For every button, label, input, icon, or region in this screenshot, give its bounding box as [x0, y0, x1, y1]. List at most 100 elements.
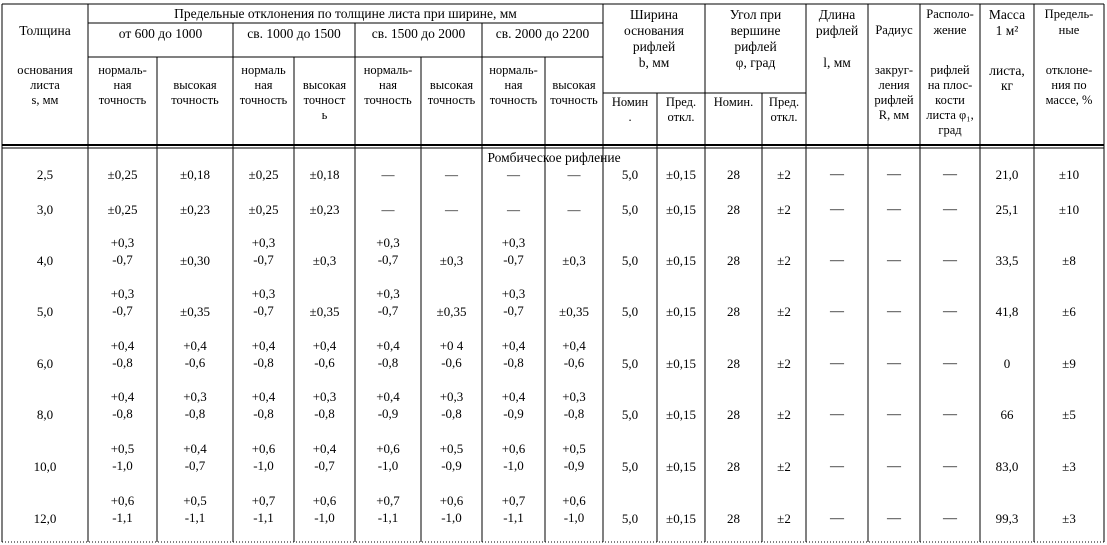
position-value: — — [943, 304, 957, 319]
tolerance-upper: +0,4 — [110, 338, 135, 353]
limit-header: ния по — [1051, 78, 1087, 92]
tolerance-value: ±0,25 — [107, 202, 138, 217]
tolerance-lower: -0,8 — [503, 355, 524, 370]
width-deviation: ±0,15 — [666, 459, 696, 474]
width-nominal: 5,0 — [621, 407, 639, 422]
width-deviation-header: Пред. — [665, 95, 697, 109]
high-accuracy-label: точность — [171, 93, 219, 107]
tolerance-lower: -0,8 — [377, 355, 399, 370]
angle-nominal: 28 — [727, 511, 740, 526]
tolerance-upper: +0,3 — [501, 235, 526, 250]
mass-value: 41,8 — [995, 304, 1019, 319]
normal-accuracy-label: точность — [239, 93, 288, 107]
tolerance-lower: -0,8 — [253, 355, 274, 370]
angle-deviation: ±2 — [777, 167, 791, 182]
mass-header: Масса — [988, 7, 1026, 22]
width-deviation: ±0,15 — [666, 304, 696, 319]
tolerance-upper: +0,3 — [562, 389, 586, 404]
tolerance-lower: -1,0 — [441, 510, 462, 525]
thickness-value: 4,0 — [36, 253, 54, 268]
length-value: — — [830, 407, 844, 422]
tolerance-value: ±0,30 — [180, 253, 210, 268]
tolerance-upper: +0,5 — [562, 441, 586, 456]
tolerance-upper: +0,6 — [251, 441, 276, 456]
normal-accuracy-label: нормаль- — [363, 63, 413, 77]
width-nominal: 5,0 — [621, 304, 639, 319]
tolerance-lower: -0,8 — [314, 406, 335, 421]
width-deviation: ±0,15 — [666, 356, 696, 371]
tolerance-value: ±0,25 — [248, 167, 279, 182]
tolerance-lower: -0,8 — [112, 355, 133, 370]
mass-value: 33,5 — [995, 253, 1019, 268]
tolerance-lower: -1,0 — [503, 458, 524, 473]
tolerance-value: ±0,23 — [309, 202, 340, 217]
tolerance-lower: -0,7 — [253, 303, 274, 318]
tolerance-lower: -1,0 — [377, 458, 399, 473]
high-accuracy-label: точност — [303, 93, 346, 107]
length-value: — — [830, 459, 844, 474]
position-header: на плос- — [927, 78, 973, 92]
tolerance-value: ±0,3 — [312, 253, 337, 268]
radius-value: — — [887, 356, 901, 371]
thickness-subheader: s, мм — [31, 93, 59, 107]
tolerance-lower: -1,1 — [184, 510, 206, 525]
tolerance-lower: -0,7 — [503, 303, 524, 318]
mass-header: кг — [1000, 78, 1014, 93]
thickness-value: 12,0 — [33, 511, 57, 526]
width-range-header: от 600 до 1000 — [118, 26, 203, 41]
width-nominal-header: . — [628, 110, 632, 124]
tolerance-value: — — [567, 167, 581, 182]
tolerance-lower: -0,8 — [184, 406, 206, 421]
tolerance-lower: -0,7 — [112, 252, 133, 267]
thickness-value: 6,0 — [36, 356, 54, 371]
tolerance-upper: +0,4 — [312, 338, 337, 353]
tolerance-value: — — [381, 167, 395, 182]
angle-deviation: ±2 — [777, 511, 791, 526]
mass-limit-value: ±3 — [1062, 511, 1076, 526]
tolerance-upper: +0,3 — [183, 389, 207, 404]
tolerance-upper: +0,6 — [501, 441, 526, 456]
tolerance-lower: -1,0 — [563, 510, 585, 525]
width-nominal: 5,0 — [621, 167, 639, 182]
length-value: — — [830, 202, 844, 217]
length-value: — — [830, 356, 844, 371]
tolerance-upper: +0,3 — [110, 286, 135, 301]
angle-deviation: ±2 — [777, 253, 791, 268]
tolerance-value: ±0,3 — [439, 253, 464, 268]
tolerance-lower: -0,6 — [563, 355, 585, 370]
thickness-value: 8,0 — [36, 407, 54, 422]
thickness-value: 3,0 — [36, 202, 54, 217]
tolerance-value: — — [445, 202, 458, 217]
length-header: l, мм — [823, 55, 851, 70]
width-nominal: 5,0 — [621, 356, 639, 371]
length-header: рифлей — [815, 23, 859, 38]
group-title: Предельные отклонения по толщине листа п… — [174, 6, 517, 21]
mass-limit-value: ±5 — [1062, 407, 1076, 422]
position-header: Располо- — [926, 7, 974, 21]
tolerance-lower: -0,7 — [112, 303, 133, 318]
tolerance-upper: +0,4 — [183, 338, 207, 353]
angle-header: рифлей — [734, 39, 777, 54]
width-range-header: св. 1500 до 2000 — [371, 26, 466, 41]
tolerance-value: ±0,23 — [180, 202, 210, 217]
width-nominal: 5,0 — [621, 253, 639, 268]
angle-nominal: 28 — [727, 407, 740, 422]
mass-limit-value: ±9 — [1062, 356, 1076, 371]
tolerance-upper: +0,7 — [376, 493, 400, 508]
position-value: — — [943, 253, 957, 268]
normal-accuracy-label: ная — [113, 78, 132, 92]
tolerance-lower: -1,1 — [253, 510, 274, 525]
tolerance-lower: -1,0 — [253, 458, 274, 473]
position-value: — — [943, 202, 957, 217]
tolerance-upper: +0,6 — [110, 493, 135, 508]
normal-accuracy-label: ная — [504, 78, 523, 92]
length-value: — — [830, 511, 844, 526]
thickness-value: 2,5 — [36, 167, 54, 182]
position-value: — — [943, 459, 957, 474]
length-value: — — [830, 253, 844, 268]
width-header: основания — [624, 23, 684, 38]
angle-nominal: 28 — [727, 253, 740, 268]
angle-deviation: ±2 — [777, 459, 791, 474]
tolerance-lower: -0,9 — [377, 406, 399, 421]
